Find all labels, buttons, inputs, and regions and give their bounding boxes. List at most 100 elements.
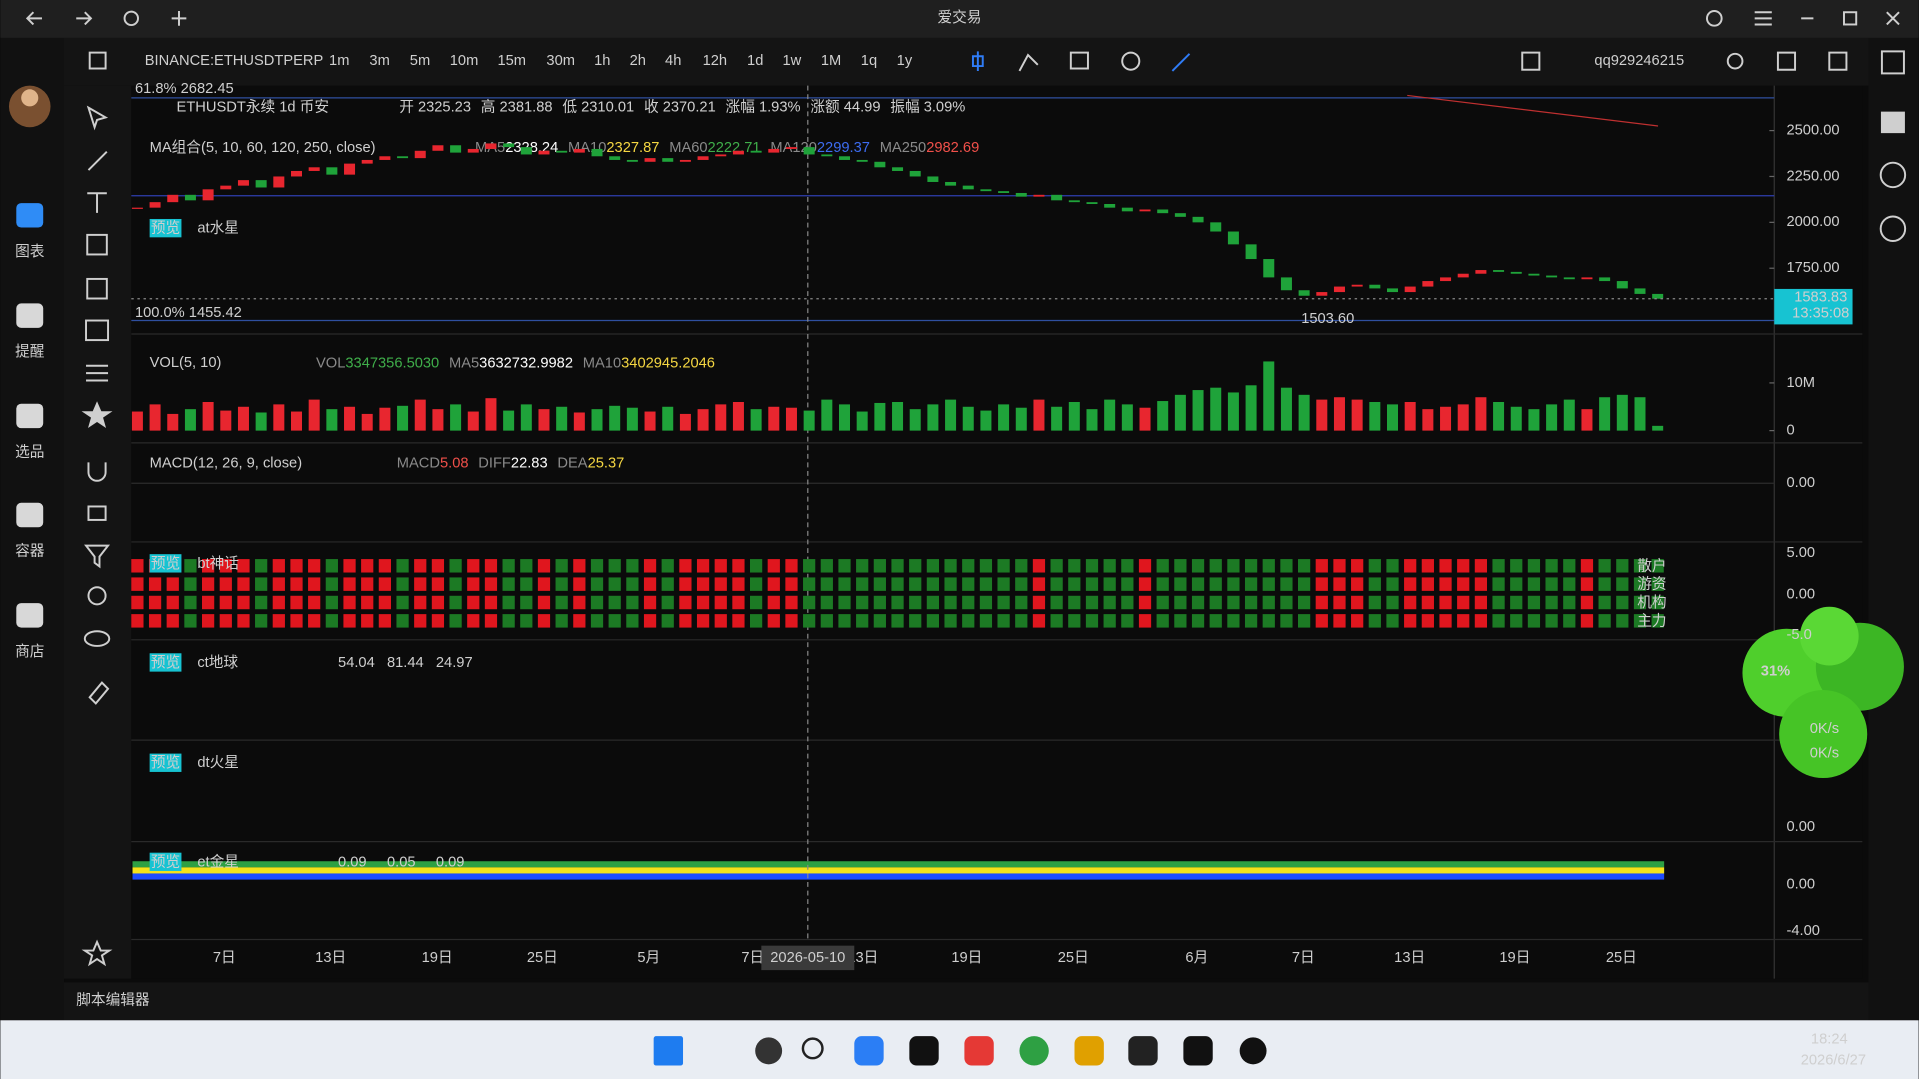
interval[interactable]: 1y: [897, 53, 913, 69]
bt-cell: [343, 559, 356, 573]
toolbar: [64, 37, 1869, 86]
nav-icon[interactable]: [16, 203, 44, 228]
item-name: MA250: [880, 140, 927, 156]
bt-cell: [838, 595, 851, 610]
volume-bar: [1599, 397, 1611, 431]
interval[interactable]: 10m: [450, 53, 479, 69]
bt-cell: [502, 595, 515, 610]
interval[interactable]: 12h: [703, 53, 727, 69]
taskbar-icons[interactable]: [653, 1036, 1267, 1066]
browser-icons[interactable]: [25, 10, 1900, 27]
interval[interactable]: 1M: [821, 53, 841, 69]
bt-cell: [255, 595, 268, 610]
nav-icon[interactable]: [16, 502, 44, 528]
volume-bar: [1263, 361, 1275, 431]
bt-cell: [1050, 577, 1063, 591]
bt-cell: [856, 559, 869, 573]
interval[interactable]: 5m: [410, 53, 430, 69]
bt-cell: [1439, 577, 1452, 591]
bt-cell: [1333, 559, 1346, 573]
volume-bar: [1104, 399, 1116, 431]
nav-label[interactable]: 商店: [15, 643, 44, 660]
interval[interactable]: 2h: [630, 53, 646, 69]
bt-cell: [502, 614, 515, 628]
bt-cell: [1156, 577, 1169, 591]
nav-label[interactable]: 选品: [15, 444, 44, 461]
interval[interactable]: 15m: [497, 53, 526, 69]
interval[interactable]: 3m: [369, 53, 389, 69]
volume-bar: [1139, 407, 1151, 431]
candle: [1298, 290, 1310, 296]
bt-cell: [378, 559, 392, 573]
bt-cell: [148, 614, 162, 628]
bt-cell: [1333, 614, 1346, 628]
bt-cell: [1209, 614, 1222, 628]
volume-bar: [1174, 394, 1186, 431]
interval[interactable]: 4h: [665, 53, 681, 69]
bt-cell: [643, 559, 657, 573]
account[interactable]: qq929246215: [1594, 53, 1684, 69]
bt-cell: [856, 577, 869, 591]
interval[interactable]: 30m: [546, 53, 575, 69]
drawing-tools[interactable]: [81, 51, 113, 967]
footer[interactable]: 脚本编辑器: [76, 992, 150, 1009]
bt-cell: [184, 614, 197, 628]
interval[interactable]: 1d: [747, 53, 763, 69]
bt-cell: [272, 559, 285, 573]
nav-label[interactable]: 提醒: [15, 343, 45, 360]
bt-cell: [1315, 559, 1328, 573]
symbol[interactable]: BINANCE:ETHUSDTPERP: [145, 53, 324, 69]
nav-icon[interactable]: [16, 303, 44, 328]
bt-cell: [1315, 595, 1328, 610]
bt-cell: [785, 559, 798, 573]
bt-cell: [785, 614, 798, 628]
bt-cell: [467, 559, 480, 573]
bt-cell: [1351, 595, 1364, 610]
nav-icon[interactable]: [16, 603, 44, 628]
bt-cell: [484, 577, 498, 591]
bt-cell: [431, 614, 445, 628]
bt-cell: [732, 577, 745, 591]
bt-cell: [1209, 559, 1222, 573]
bt-cell: [1103, 577, 1116, 591]
candle: [432, 145, 444, 151]
clover-widget[interactable]: [1742, 606, 1904, 779]
volume-bar: [326, 409, 338, 431]
bt-cell: [1527, 595, 1541, 610]
bt-cell: [431, 577, 445, 591]
bt-cell: [1404, 559, 1417, 573]
bt-cell: [1156, 559, 1169, 573]
interval[interactable]: 1q: [861, 53, 877, 69]
interval[interactable]: 1h: [594, 53, 610, 69]
bt-cell: [679, 614, 692, 628]
interval[interactable]: 1m: [329, 53, 349, 69]
crosshair-date: 2026-05-10: [770, 950, 845, 966]
nav-label[interactable]: 容器: [15, 543, 45, 560]
bt-cell: [1351, 577, 1364, 591]
bt-cell: [467, 577, 480, 591]
bt-cell: [590, 614, 604, 628]
item-name: VOL: [316, 355, 345, 371]
bt-cell: [909, 559, 922, 573]
candle: [644, 158, 656, 162]
bt-cell: [1068, 559, 1081, 573]
interval[interactable]: 1w: [783, 53, 802, 69]
bt-cell: [1138, 614, 1152, 628]
quote-item: 涨幅 1.93%: [726, 99, 801, 116]
bt-cell: [520, 559, 533, 573]
bt-cell: [696, 614, 710, 628]
volume-bar: [1298, 394, 1310, 431]
candle: [962, 185, 974, 190]
item-value: 22.83: [511, 456, 548, 472]
bt-cell: [1227, 614, 1240, 628]
volume-bar: [520, 404, 532, 431]
bt-cell: [537, 595, 551, 610]
indicator-name: et金星: [197, 853, 239, 870]
toolbar-icons[interactable]: [971, 50, 1907, 242]
bt-cell: [1103, 614, 1116, 628]
nav-icon[interactable]: [16, 403, 44, 429]
bt-cell: [1244, 559, 1258, 573]
volume-bar: [821, 399, 833, 431]
nav-label[interactable]: 图表: [15, 243, 45, 260]
bt-cell: [237, 577, 250, 591]
